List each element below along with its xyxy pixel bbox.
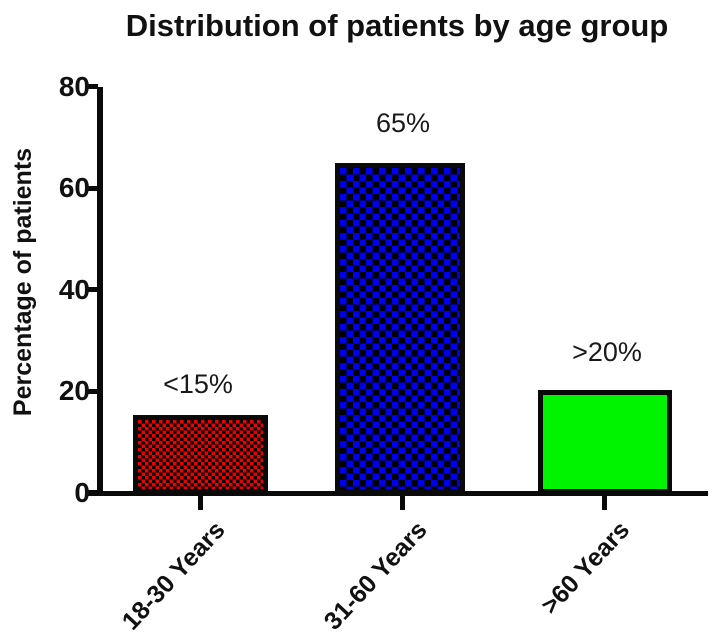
bar-value-label: 65% (375, 108, 431, 138)
x-category-label: >60 Years (536, 516, 636, 620)
y-tick-0 (85, 490, 98, 495)
y-tick-60 (85, 186, 98, 191)
x-category-label: 18-30 Years (116, 516, 231, 636)
y-tick-label-0: 0 (74, 477, 90, 508)
x-category-label: 31-60 Years (318, 516, 433, 636)
x-tick-group-2 (400, 496, 405, 510)
x-tick-group-1 (198, 496, 203, 510)
bar-value-label: <15% (163, 369, 233, 399)
bar-18-30-years (133, 415, 268, 494)
y-tick-label-40: 40 (58, 274, 90, 305)
bar-over-60-years (538, 390, 672, 494)
bar-value-label: >20% (572, 337, 642, 367)
y-tick-80 (85, 84, 98, 89)
x-tick-group-3 (602, 496, 607, 510)
y-tick-label-80: 80 (58, 71, 90, 102)
y-axis-line (97, 87, 103, 496)
y-tick-20 (85, 389, 98, 394)
y-tick-40 (85, 287, 98, 292)
chart-title: Distribution of patients by age group (125, 8, 669, 43)
y-tick-label-20: 20 (58, 375, 90, 406)
y-tick-label-60: 60 (58, 172, 90, 203)
bar-31-60-years (335, 163, 465, 494)
